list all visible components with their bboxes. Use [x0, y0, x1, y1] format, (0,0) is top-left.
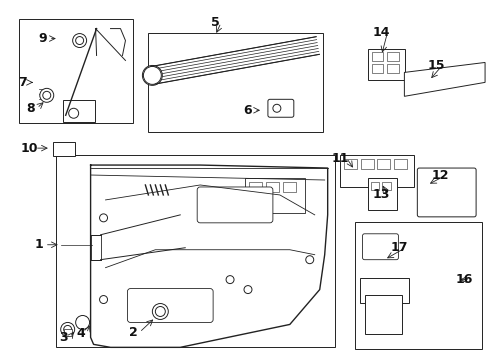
Circle shape: [42, 91, 51, 99]
Bar: [424, 175, 441, 187]
Text: 17: 17: [390, 241, 407, 254]
Circle shape: [63, 325, 72, 333]
Bar: [62, 100, 94, 122]
Bar: [19, 19, 133, 123]
Bar: [382, 182, 390, 190]
Bar: [367, 178, 397, 210]
Circle shape: [73, 33, 86, 48]
Text: 5: 5: [210, 16, 219, 29]
Bar: [339, 155, 413, 187]
Bar: [53, 142, 75, 156]
Text: 2: 2: [129, 326, 138, 339]
Text: 4: 4: [76, 327, 85, 340]
Bar: [90, 235, 101, 260]
Bar: [367, 49, 405, 80]
Text: 7: 7: [19, 76, 27, 89]
Text: 11: 11: [331, 152, 348, 165]
Circle shape: [76, 37, 83, 45]
FancyBboxPatch shape: [362, 234, 398, 260]
Bar: [343, 159, 356, 169]
Bar: [394, 159, 407, 169]
Text: 6: 6: [243, 104, 252, 117]
Bar: [248, 182, 262, 192]
Bar: [148, 32, 322, 132]
Circle shape: [61, 323, 75, 336]
Bar: [386, 53, 399, 62]
Circle shape: [155, 306, 165, 316]
Circle shape: [100, 296, 107, 303]
Bar: [364, 294, 402, 334]
Bar: [424, 191, 441, 203]
Text: 13: 13: [372, 188, 389, 202]
Bar: [360, 159, 373, 169]
Text: 3: 3: [59, 331, 68, 344]
Text: 12: 12: [430, 168, 448, 181]
Bar: [370, 182, 379, 190]
Text: 16: 16: [454, 273, 472, 286]
Circle shape: [152, 303, 168, 319]
Circle shape: [225, 276, 234, 284]
Text: 9: 9: [39, 32, 47, 45]
Text: 1: 1: [34, 238, 43, 251]
Circle shape: [142, 66, 162, 85]
Circle shape: [305, 256, 313, 264]
Polygon shape: [404, 62, 484, 96]
Bar: [377, 159, 389, 169]
Bar: [354, 222, 481, 349]
Bar: [386, 64, 399, 73]
Bar: [244, 178, 304, 213]
Bar: [371, 53, 383, 62]
FancyBboxPatch shape: [267, 99, 293, 117]
Circle shape: [40, 88, 54, 102]
Circle shape: [68, 108, 79, 118]
Text: 10: 10: [20, 141, 38, 155]
Bar: [265, 182, 278, 192]
FancyBboxPatch shape: [197, 187, 272, 223]
Text: 15: 15: [427, 59, 444, 72]
Text: 14: 14: [372, 26, 389, 39]
Bar: [56, 155, 334, 347]
Bar: [282, 182, 295, 192]
Circle shape: [143, 67, 161, 84]
Bar: [446, 175, 463, 187]
Circle shape: [272, 104, 280, 112]
Bar: [371, 64, 383, 73]
Bar: [63, 329, 72, 336]
Circle shape: [244, 285, 251, 293]
Text: 8: 8: [26, 102, 35, 115]
Bar: [446, 191, 463, 203]
Circle shape: [76, 315, 89, 329]
Circle shape: [100, 214, 107, 222]
Bar: [364, 235, 396, 257]
FancyBboxPatch shape: [416, 168, 475, 217]
FancyBboxPatch shape: [127, 289, 213, 323]
Bar: [359, 278, 408, 302]
